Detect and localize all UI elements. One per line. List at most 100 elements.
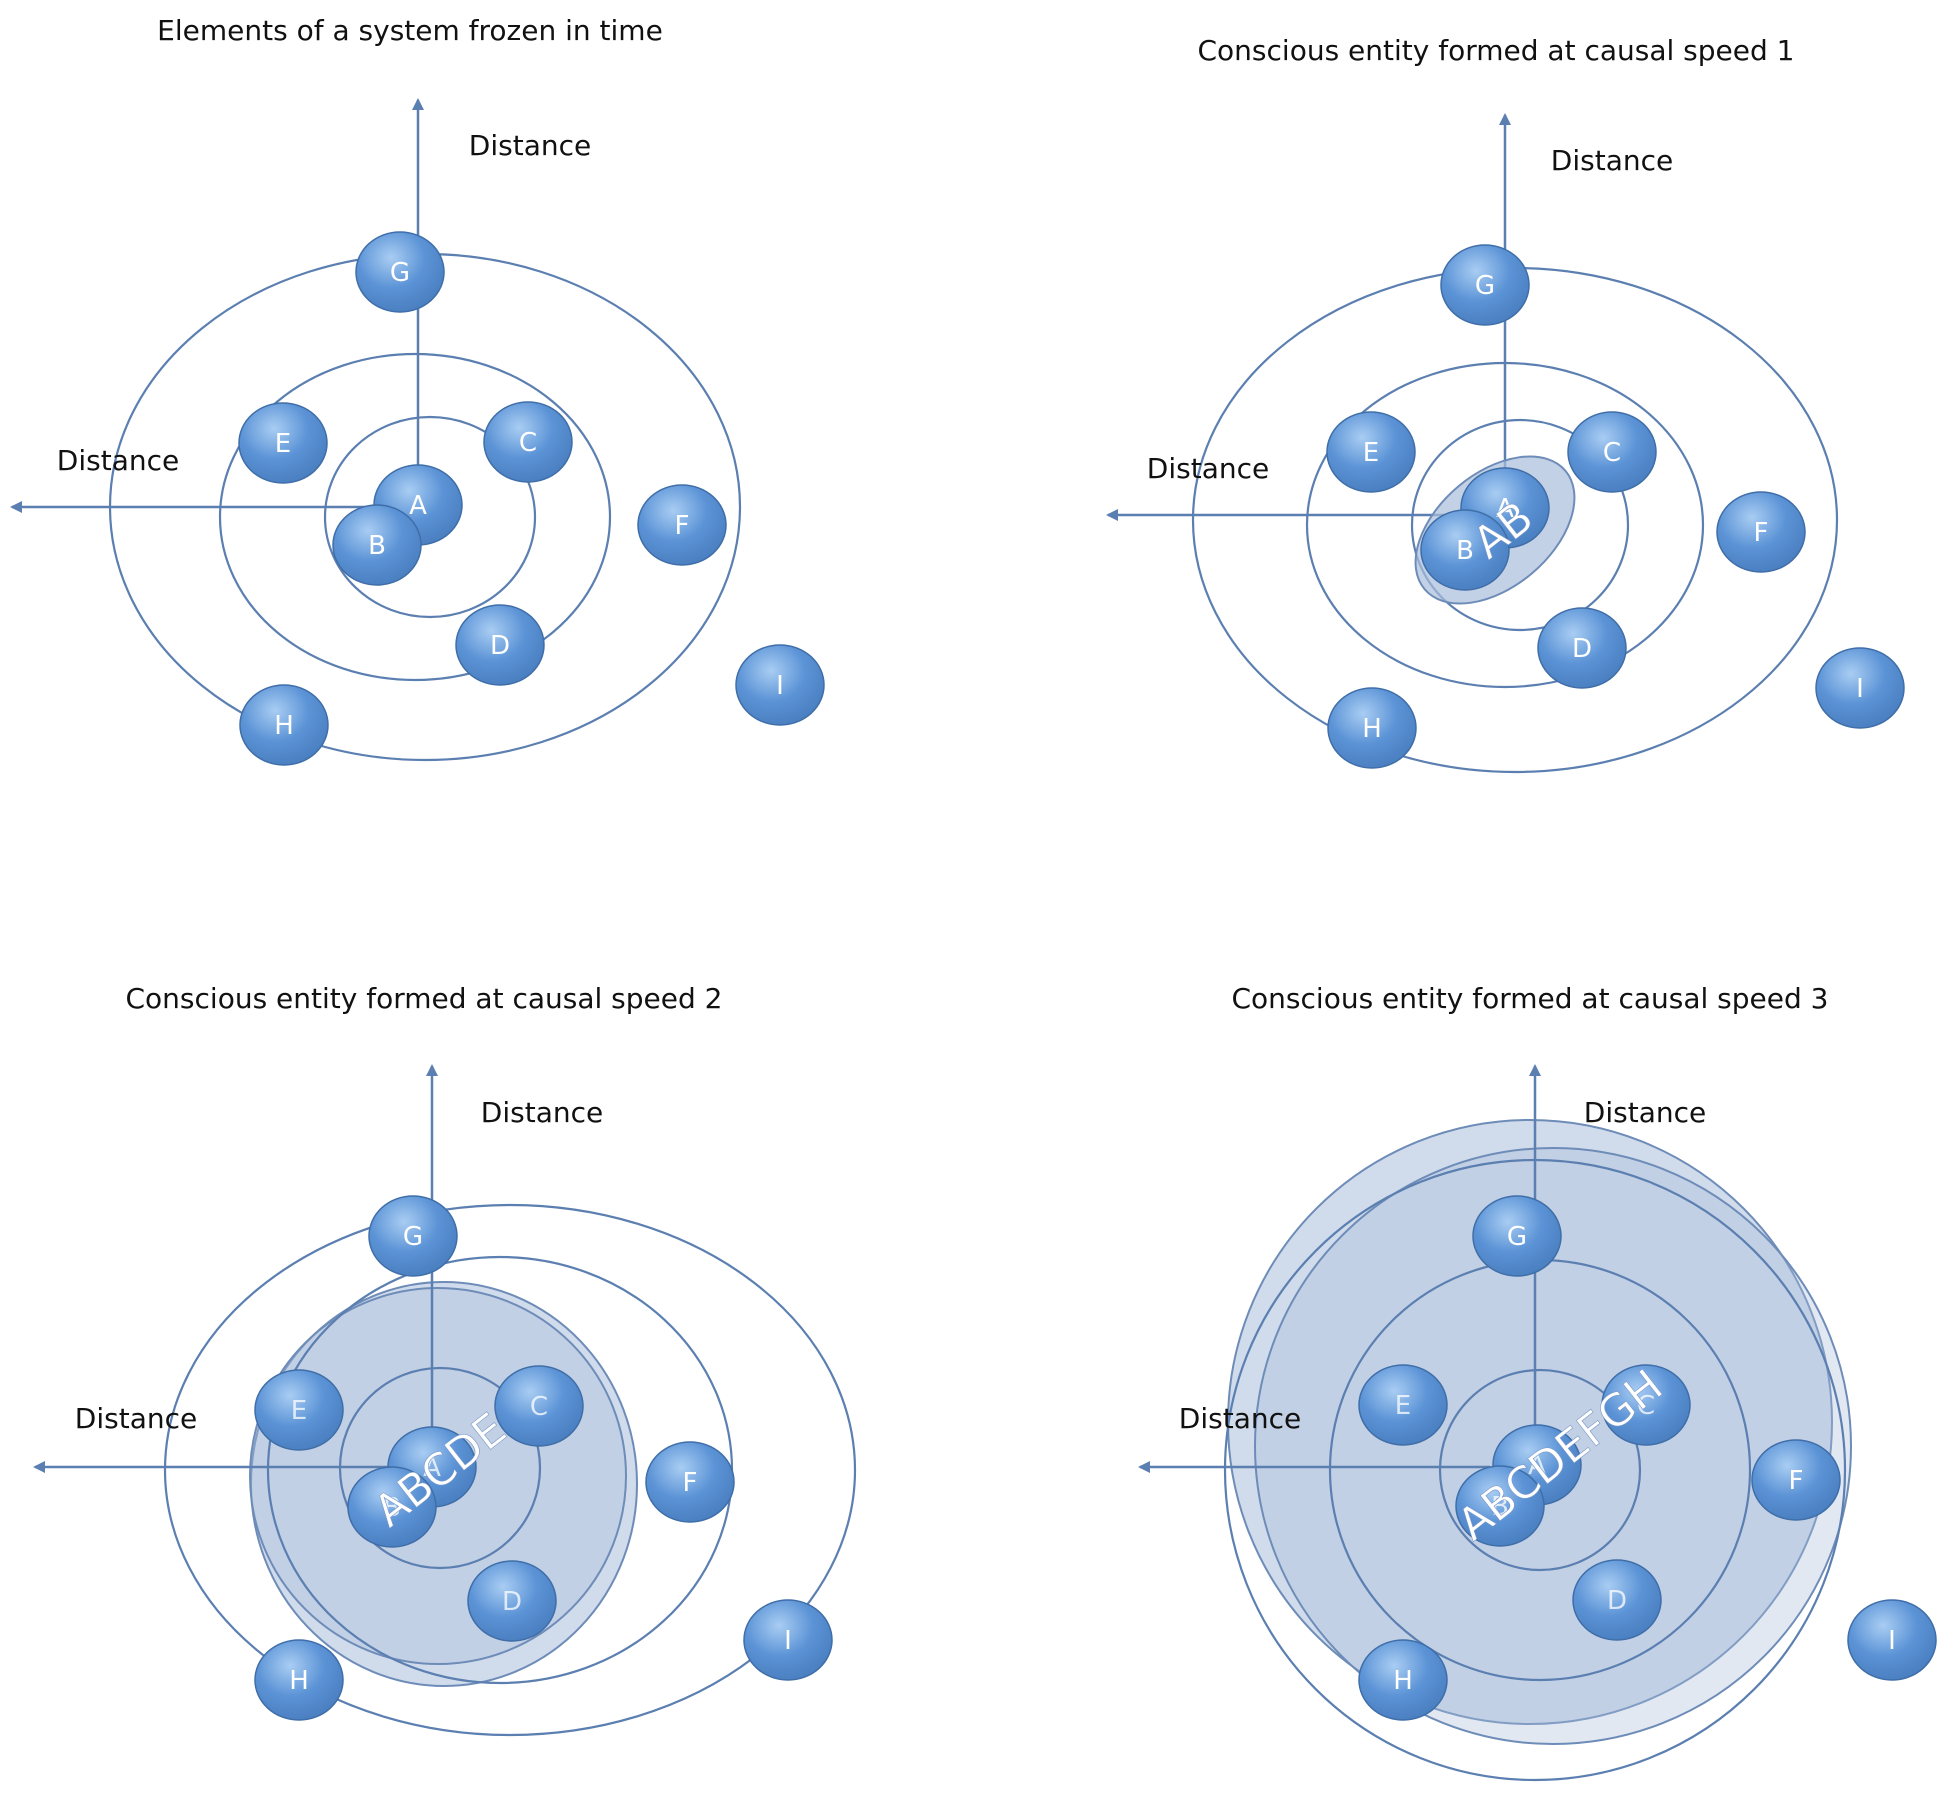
panel-4: Conscious entity formed at causal speed …	[1138, 982, 1937, 1782]
node-f: F	[645, 1441, 735, 1523]
node-g: G	[1472, 1195, 1562, 1277]
node-label: F	[1789, 1466, 1804, 1496]
node-label: E	[1363, 438, 1379, 468]
panel-title: Conscious entity formed at causal speed …	[1232, 982, 1829, 1015]
node-h: H	[239, 684, 329, 766]
node-label: H	[289, 1666, 309, 1696]
horizontal-axis-label: Distance	[1179, 1402, 1301, 1435]
node-circle	[347, 1466, 437, 1548]
middle-ring	[218, 352, 612, 682]
node-i: I	[735, 644, 825, 726]
node-circle	[1358, 1639, 1448, 1721]
node-circle	[1716, 491, 1806, 573]
node-circle	[239, 684, 329, 766]
node-circle	[1815, 647, 1905, 729]
node-f: F	[637, 484, 727, 566]
node-label: A	[423, 1453, 441, 1483]
node-label: D	[1607, 1586, 1627, 1616]
node-circle	[735, 644, 825, 726]
node-label: H	[274, 711, 294, 741]
node-c: C	[1567, 411, 1657, 493]
node-i: I	[1815, 647, 1905, 729]
node-i: I	[1847, 1599, 1937, 1681]
vertical-axis-label: Distance	[1551, 144, 1673, 177]
panel-title: Elements of a system frozen in time	[157, 14, 663, 47]
node-circle	[1751, 1439, 1841, 1521]
node-label: C	[1603, 438, 1621, 468]
node-label: G	[1507, 1222, 1527, 1252]
node-circle	[1572, 1559, 1662, 1641]
node-e: E	[254, 1369, 344, 1451]
node-label: G	[403, 1222, 423, 1252]
panel-title: Conscious entity formed at causal speed …	[126, 982, 723, 1015]
vertical-axis-label: Distance	[481, 1096, 603, 1129]
node-e: E	[1358, 1364, 1448, 1446]
node-g: G	[355, 231, 445, 313]
panel-3: Conscious entity formed at causal speed …	[33, 982, 857, 1737]
node-circle	[332, 504, 422, 586]
node-label: H	[1393, 1666, 1413, 1696]
node-label: I	[776, 671, 784, 701]
node-circle	[637, 484, 727, 566]
node-label: C	[530, 1392, 548, 1422]
node-circle	[494, 1365, 584, 1447]
node-circle	[355, 231, 445, 313]
node-label: I	[784, 1626, 792, 1656]
node-circle	[467, 1560, 557, 1642]
node-label: A	[1496, 494, 1514, 524]
node-label: B	[1491, 1492, 1509, 1522]
inner-ring	[1410, 418, 1630, 632]
node-d: D	[455, 604, 545, 686]
node-circle	[1567, 411, 1657, 493]
node-label: F	[675, 511, 690, 541]
node-label: E	[1395, 1391, 1411, 1421]
node-circle	[1358, 1364, 1448, 1446]
panel-2: Conscious entity formed at causal speed …	[1106, 34, 1905, 774]
node-d: D	[1537, 607, 1627, 689]
node-c: C	[1601, 1364, 1691, 1446]
node-label: H	[1362, 714, 1382, 744]
inner-ring	[323, 415, 537, 619]
panel-title: Conscious entity formed at causal speed …	[1198, 34, 1795, 67]
node-circle	[1327, 687, 1417, 769]
node-c: C	[483, 401, 573, 483]
node-circle	[483, 401, 573, 483]
node-g: G	[368, 1195, 458, 1277]
node-label: F	[683, 1468, 698, 1498]
node-i: I	[743, 1599, 833, 1681]
node-d: D	[1572, 1559, 1662, 1641]
node-label: I	[1888, 1626, 1896, 1656]
node-e: E	[1326, 411, 1416, 493]
node-circle	[238, 402, 328, 484]
node-label: B	[383, 1493, 401, 1523]
node-label: C	[519, 428, 537, 458]
node-label: D	[490, 631, 510, 661]
node-label: E	[275, 429, 291, 459]
node-label: E	[291, 1396, 307, 1426]
node-circle	[743, 1599, 833, 1681]
outer-ring	[163, 1203, 857, 1737]
node-c: C	[494, 1365, 584, 1447]
node-label: C	[1637, 1391, 1655, 1421]
node-g: G	[1440, 244, 1530, 326]
horizontal-axis-label: Distance	[75, 1402, 197, 1435]
node-circle	[1847, 1599, 1937, 1681]
node-b: B	[1420, 509, 1510, 591]
node-label: D	[1572, 634, 1592, 664]
node-circle	[254, 1639, 344, 1721]
node-b: B	[332, 504, 422, 586]
inner-ring	[1438, 1368, 1642, 1572]
node-circle	[1472, 1195, 1562, 1277]
node-b: B	[347, 1466, 437, 1548]
node-circle	[1455, 1465, 1545, 1547]
node-circle	[1326, 411, 1416, 493]
node-d: D	[467, 1560, 557, 1642]
vertical-axis-label: Distance	[1584, 1096, 1706, 1129]
node-label: G	[1475, 271, 1495, 301]
horizontal-axis-label: Distance	[1147, 452, 1269, 485]
vertical-axis-label: Distance	[469, 129, 591, 162]
node-circle	[645, 1441, 735, 1523]
node-b: B	[1455, 1465, 1545, 1547]
node-label: A	[1528, 1451, 1546, 1481]
